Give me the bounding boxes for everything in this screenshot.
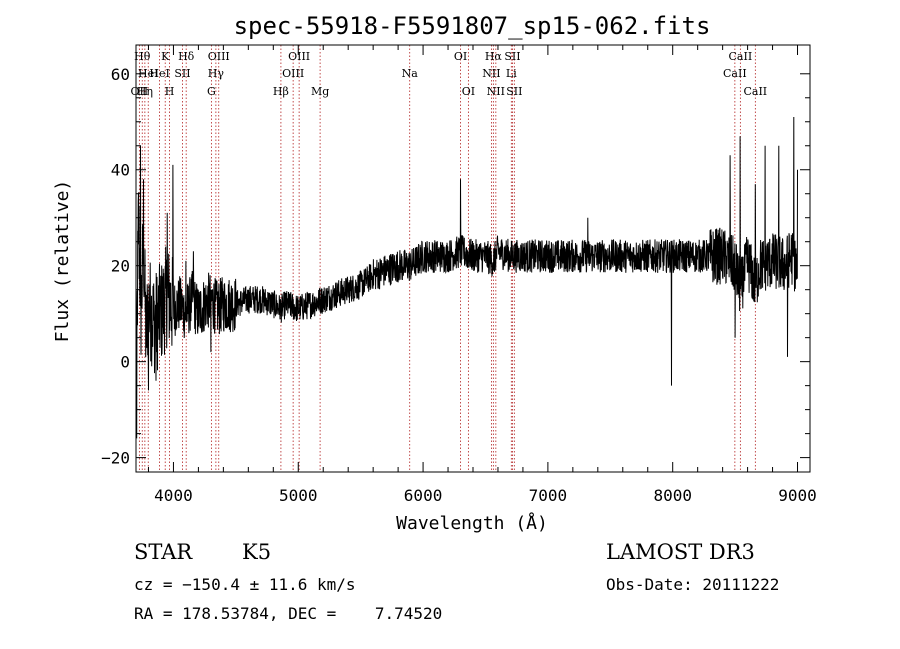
line-label-7: SII [174,67,190,80]
line-label-2: Hη [137,85,153,98]
spectral-line-labels: OIIHθHηHeIHeIKHSIIHδGHγOIIIHβOIIIOIIIMgN… [131,50,768,98]
y-tick-label: 0 [120,353,130,372]
line-label-27: CaII [743,85,767,98]
x-tick-label: 9000 [778,486,817,505]
line-label-0: OII [131,85,149,98]
line-label-10: Hγ [208,67,225,80]
x-tick-label: 4000 [154,486,193,505]
object-subclass: K5 [242,540,272,564]
x-axis-ticks: 4000 5000 6000 7000 8000 9000 [147,45,817,505]
line-label-21: NII [487,85,505,98]
line-label-9: G [207,85,216,98]
coordinates: RA = 178.53784, DEC = 7.74520 [134,604,443,623]
x-tick-label: 5000 [279,486,318,505]
line-label-8: Hδ [178,50,195,63]
line-label-15: Mg [311,85,329,98]
line-label-11: OIII [208,50,230,63]
x-tick-label: 6000 [404,486,443,505]
line-label-12: Hβ [273,85,289,98]
line-label-20: Hα [485,50,503,63]
y-tick-label: 40 [111,161,130,180]
line-label-19: NII [482,67,500,80]
line-label-18: OI [462,85,475,98]
line-label-22: Li [506,67,517,80]
line-label-25: CaII [723,67,747,80]
observation-date: Obs-Date: 20111222 [606,575,780,594]
survey-name: LAMOST DR3 [606,540,755,564]
x-tick-label: 8000 [653,486,692,505]
line-label-26: CaII [729,50,753,63]
chart-title: spec-55918-F5591807_sp15-062.fits [234,12,711,40]
line-label-24: SII [506,85,522,98]
line-label-3: HeI [138,67,158,80]
line-label-14: OIII [288,50,310,63]
spectrum-series-line [135,116,798,439]
y-axis-ticks: −20 0 20 40 60 [101,65,810,468]
y-tick-label: 60 [111,65,130,84]
object-class: STAR [134,540,193,564]
line-label-13: OIII [282,67,304,80]
x-axis-label: Wavelength (Å) [396,512,548,534]
line-label-23: SII [504,50,520,63]
redshift-cz: cz = −150.4 ± 11.6 km/s [134,575,356,594]
y-axis-label: Flux (relative) [52,180,73,343]
line-label-1: Hθ [134,50,151,63]
x-tick-label: 7000 [529,486,568,505]
y-tick-label: −20 [101,449,130,468]
line-label-5: K [161,50,170,63]
line-label-4: HeI [149,67,169,80]
line-label-6: H [165,85,175,98]
line-label-16: Na [402,67,419,80]
line-label-17: OI [454,50,467,63]
y-tick-label: 20 [111,257,130,276]
